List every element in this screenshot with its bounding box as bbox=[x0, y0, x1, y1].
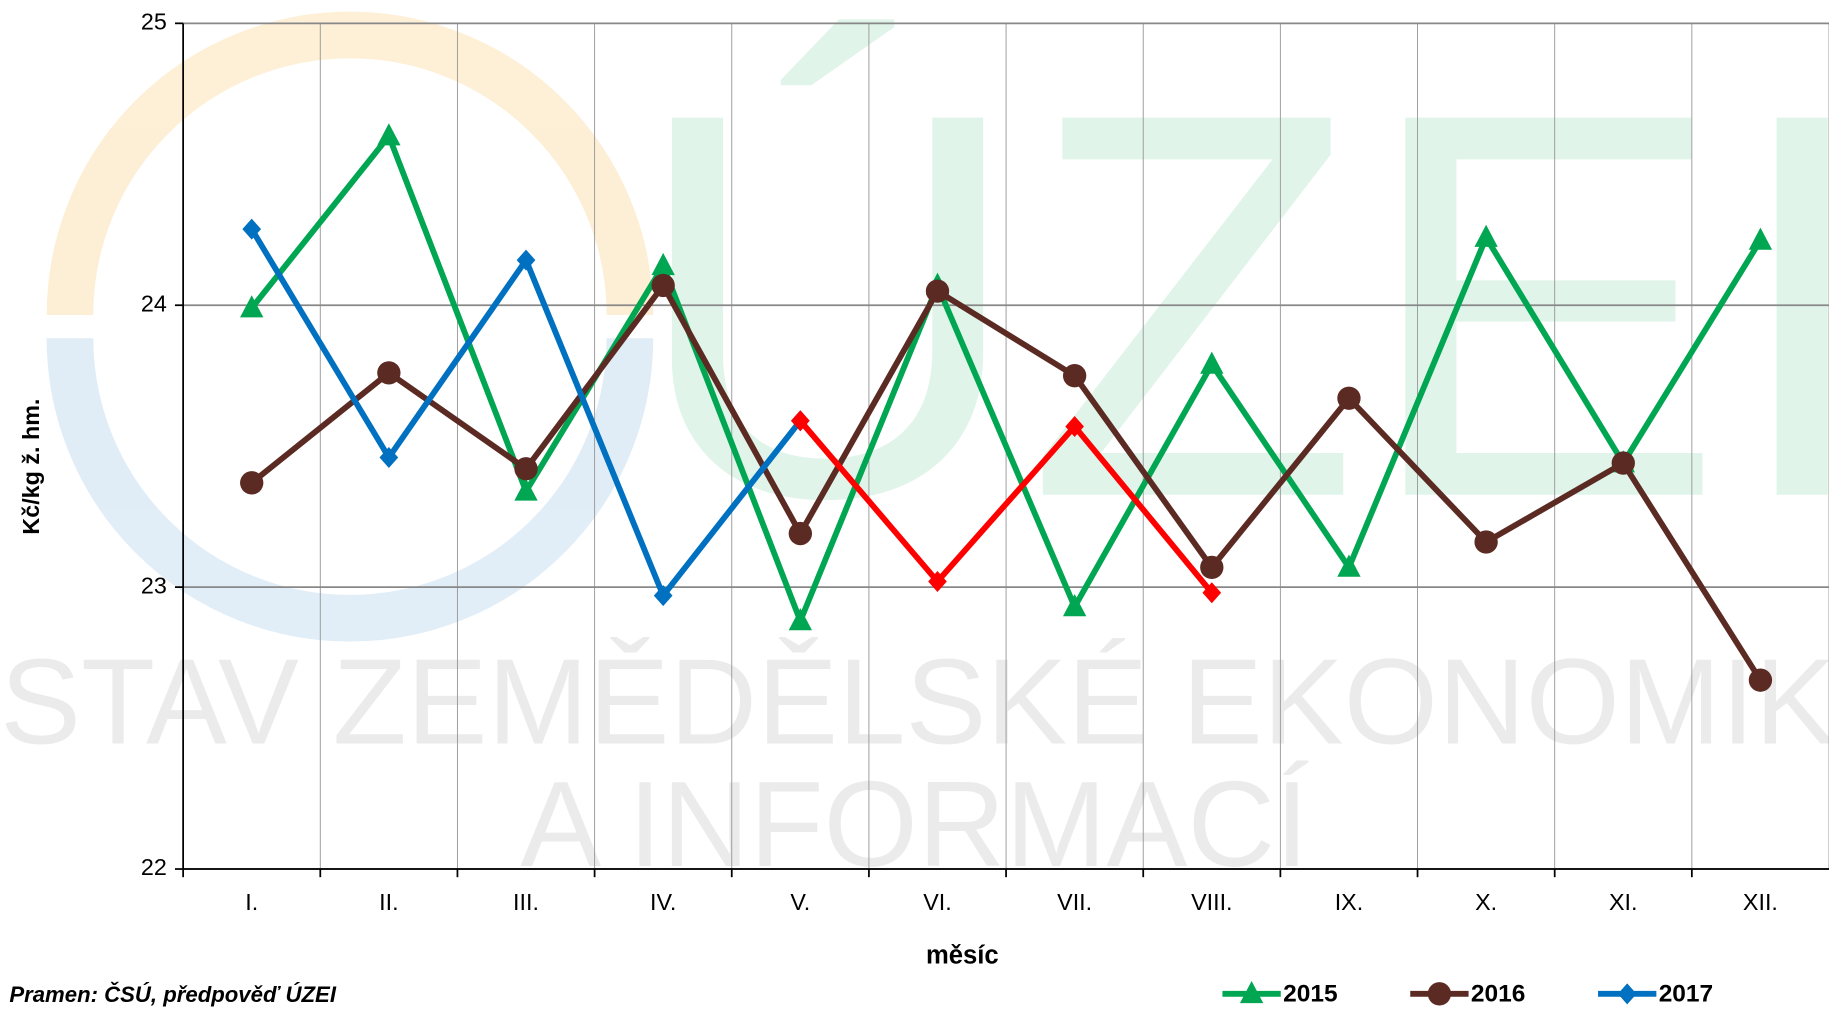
marker bbox=[1474, 530, 1497, 553]
legend-item: 2015 bbox=[1222, 980, 1337, 1007]
y-tick-label: 22 bbox=[141, 854, 167, 880]
x-tick-label: IV. bbox=[650, 889, 676, 915]
marker bbox=[377, 123, 400, 145]
marker bbox=[652, 274, 675, 297]
source-note: Pramen: ČSÚ, předpověď ÚZEI bbox=[9, 982, 336, 1007]
legend-label: 2016 bbox=[1471, 980, 1525, 1007]
marker bbox=[1200, 556, 1223, 579]
marker bbox=[1337, 387, 1360, 410]
marker bbox=[1428, 982, 1451, 1005]
marker bbox=[1612, 451, 1635, 474]
marker bbox=[240, 471, 263, 494]
legend-item: 2017 bbox=[1598, 980, 1713, 1007]
x-tick-label: XII. bbox=[1743, 889, 1778, 915]
y-tick-label: 25 bbox=[141, 8, 167, 34]
x-tick-label: XI. bbox=[1609, 889, 1638, 915]
watermark: A INFORMACÍ bbox=[520, 756, 1309, 892]
x-tick-label: V. bbox=[790, 889, 810, 915]
x-tick-label: VI. bbox=[923, 889, 952, 915]
legend-item: 2016 bbox=[1410, 980, 1525, 1007]
y-axis-title: Kč/kg ž. hm. bbox=[18, 399, 44, 535]
marker bbox=[926, 279, 949, 302]
chart: ÚZEI ÚSTAV ZEMĚDĚLSKÉ EKONOMIKY A INFORM… bbox=[0, 0, 1829, 1009]
x-tick-label: VIII. bbox=[1191, 889, 1232, 915]
legend-label: 2017 bbox=[1659, 980, 1713, 1007]
marker bbox=[1063, 364, 1086, 387]
x-axis-title: měsíc bbox=[926, 941, 999, 969]
y-tick-label: 23 bbox=[141, 572, 167, 598]
x-tick-label: III. bbox=[513, 889, 539, 915]
marker bbox=[514, 457, 537, 480]
legend-label: 2015 bbox=[1283, 980, 1337, 1007]
y-tick-label: 24 bbox=[141, 290, 167, 316]
marker bbox=[789, 522, 812, 545]
logo-watermark bbox=[70, 35, 630, 618]
marker bbox=[1749, 668, 1772, 691]
x-tick-label: VII. bbox=[1057, 889, 1092, 915]
x-tick-label: IX. bbox=[1335, 889, 1364, 915]
x-tick-label: X. bbox=[1475, 889, 1497, 915]
x-tick-label: I. bbox=[245, 889, 258, 915]
x-tick-label: II. bbox=[379, 889, 398, 915]
marker bbox=[1618, 983, 1637, 1004]
marker bbox=[377, 361, 400, 384]
logo-arc bbox=[70, 35, 630, 315]
